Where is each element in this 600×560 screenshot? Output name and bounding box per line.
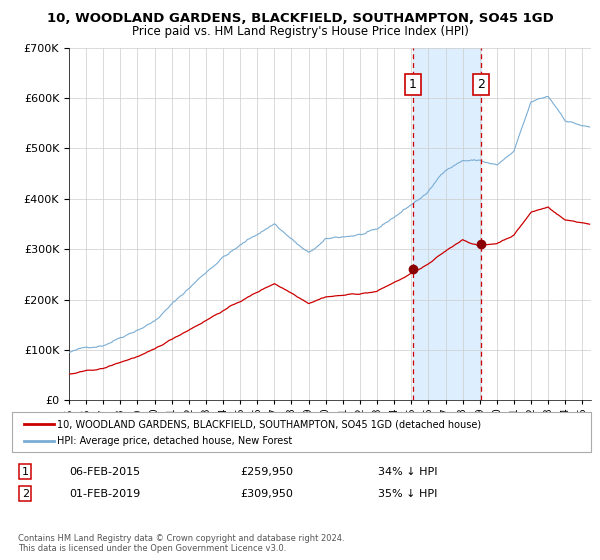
Text: £259,950: £259,950	[240, 466, 293, 477]
Text: 01-FEB-2019: 01-FEB-2019	[69, 489, 140, 499]
Text: Contains HM Land Registry data © Crown copyright and database right 2024.
This d: Contains HM Land Registry data © Crown c…	[18, 534, 344, 553]
Text: 2: 2	[22, 489, 29, 499]
Text: 1: 1	[22, 466, 29, 477]
Text: 10, WOODLAND GARDENS, BLACKFIELD, SOUTHAMPTON, SO45 1GD: 10, WOODLAND GARDENS, BLACKFIELD, SOUTHA…	[47, 12, 553, 25]
Bar	[413, 48, 481, 400]
Text: 35% ↓ HPI: 35% ↓ HPI	[378, 489, 437, 499]
Text: 06-FEB-2015: 06-FEB-2015	[69, 466, 140, 477]
Text: £309,950: £309,950	[240, 489, 293, 499]
Text: HPI: Average price, detached house, New Forest: HPI: Average price, detached house, New …	[57, 436, 292, 446]
Text: 10, WOODLAND GARDENS, BLACKFIELD, SOUTHAMPTON, SO45 1GD (detached house): 10, WOODLAND GARDENS, BLACKFIELD, SOUTHA…	[57, 419, 481, 430]
Text: 34% ↓ HPI: 34% ↓ HPI	[378, 466, 437, 477]
Text: 1: 1	[409, 78, 417, 91]
Text: Price paid vs. HM Land Registry's House Price Index (HPI): Price paid vs. HM Land Registry's House …	[131, 25, 469, 38]
Text: 2: 2	[477, 78, 485, 91]
